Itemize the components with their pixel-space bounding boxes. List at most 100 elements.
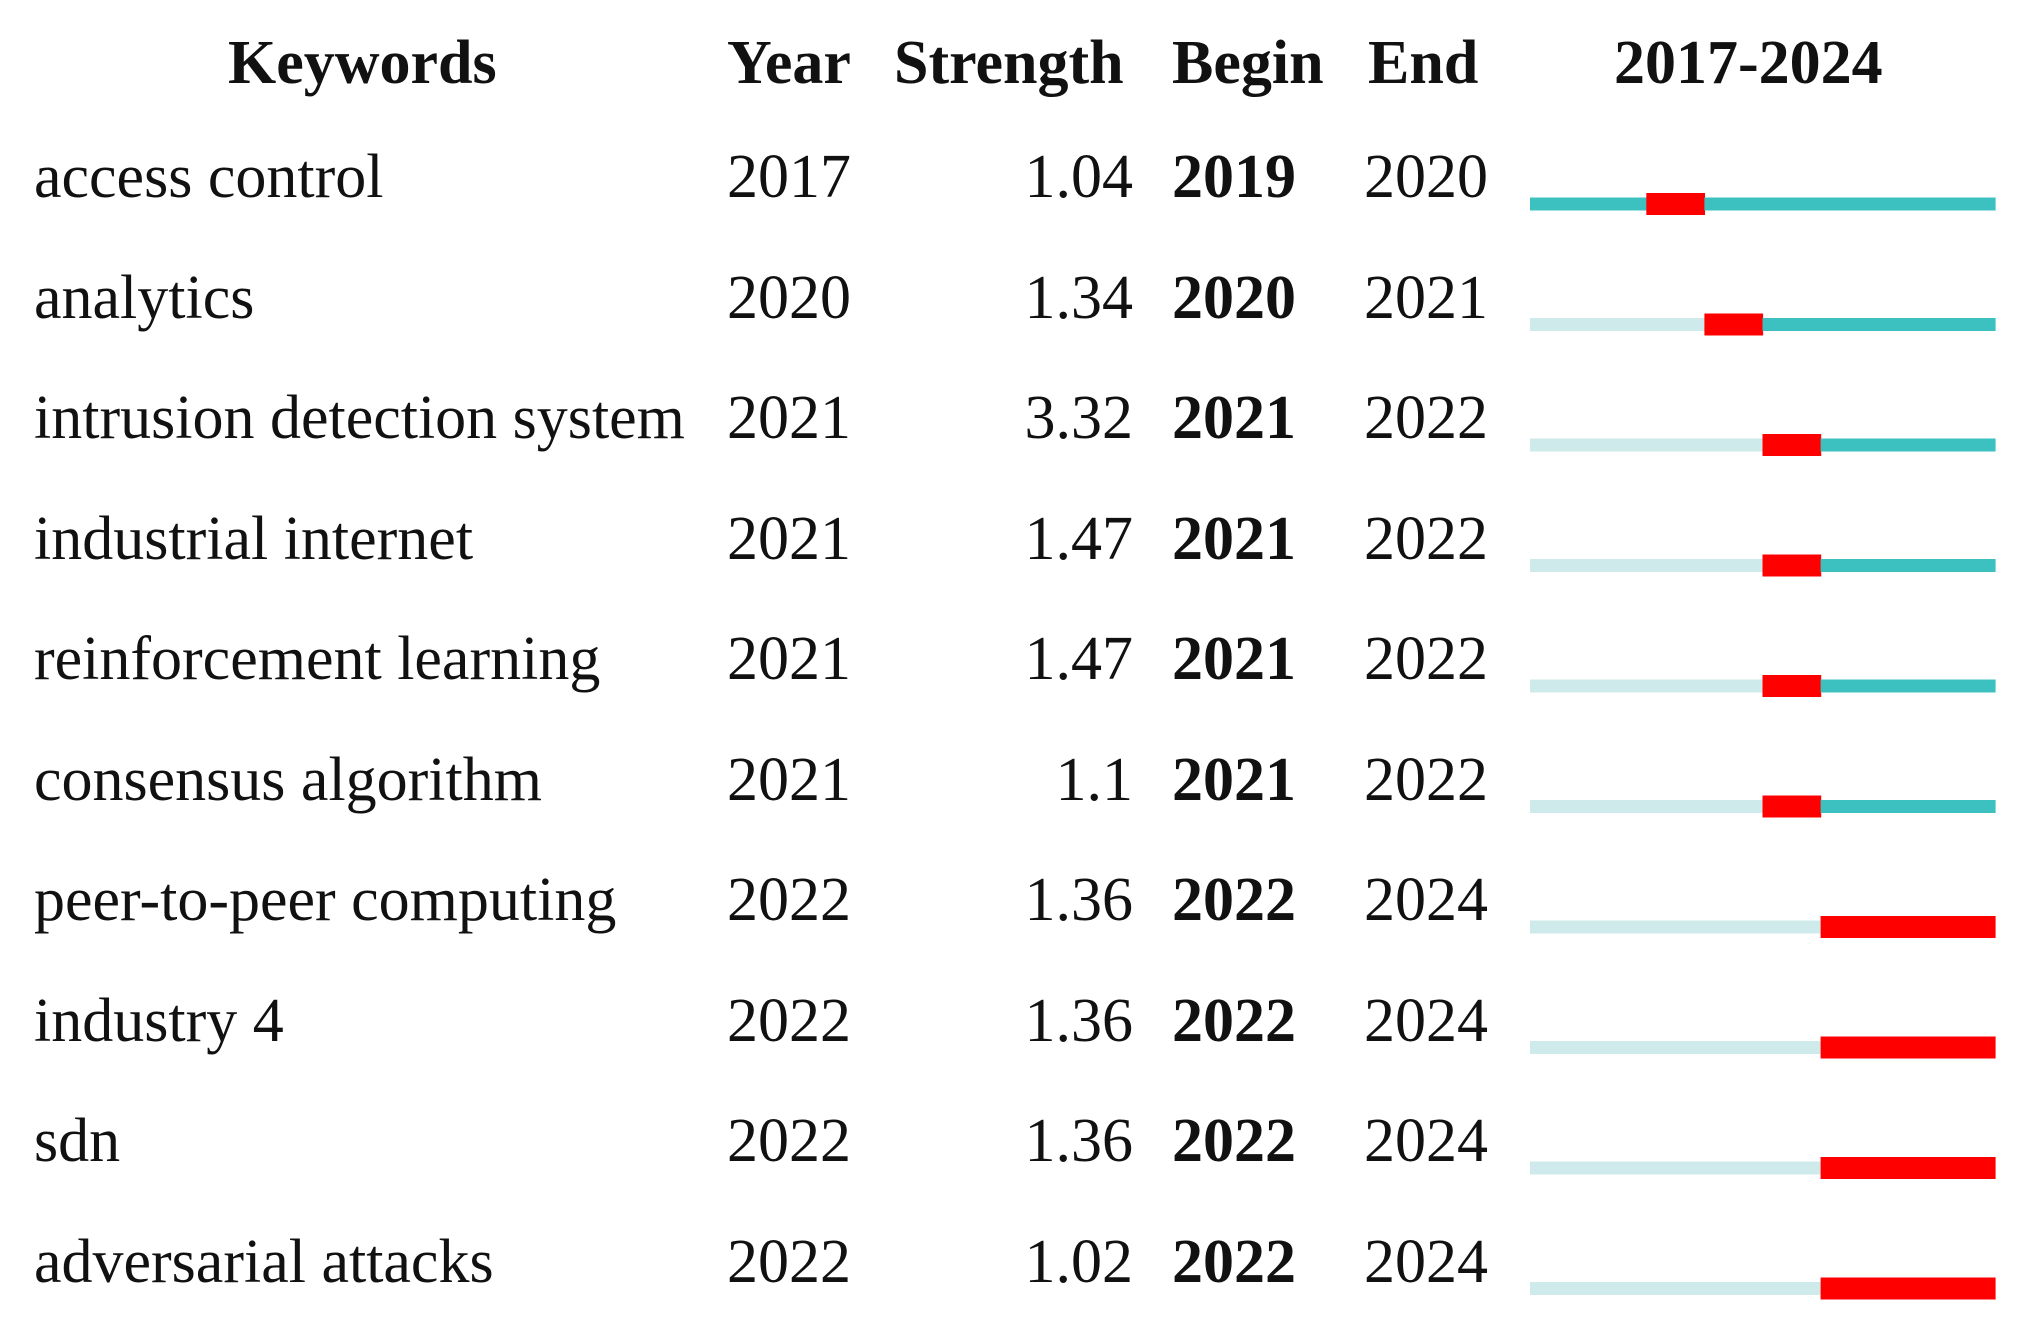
- active-segment: [1936, 800, 1996, 813]
- burst-segment: [1820, 916, 1880, 938]
- inactive-segment: [1704, 920, 1764, 934]
- inactive-segment: [1646, 679, 1705, 693]
- active-segment: [1820, 679, 1880, 693]
- strength-cell: 1.02: [1024, 1227, 1134, 1296]
- active-segment: [1936, 197, 1996, 211]
- begin-cell: 2021: [1172, 504, 1296, 573]
- strength-cell: 1.34: [1024, 263, 1134, 332]
- year-cell: 2022: [727, 866, 851, 934]
- keyword-cell: sdn: [34, 1107, 121, 1175]
- active-segment: [1936, 679, 1996, 693]
- inactive-segment: [1588, 1161, 1647, 1175]
- burst-segment: [1646, 193, 1705, 215]
- begin-cell: 2021: [1172, 625, 1296, 693]
- year-cell: 2017: [727, 143, 851, 211]
- keyword-cell: analytics: [34, 263, 255, 332]
- begin-cell: 2021: [1172, 384, 1296, 452]
- year-cell: 2021: [727, 504, 851, 573]
- active-segment: [1878, 197, 1938, 211]
- inactive-segment: [1646, 800, 1705, 813]
- inactive-segment: [1530, 1161, 1589, 1175]
- active-segment: [1762, 197, 1822, 211]
- inactive-segment: [1762, 1282, 1822, 1295]
- end-cell: 2022: [1364, 384, 1488, 452]
- active-segment: [1936, 438, 1996, 452]
- header-end: End: [1368, 29, 1479, 97]
- keyword-cell: reinforcement learning: [34, 625, 601, 693]
- inactive-segment: [1530, 318, 1589, 331]
- active-segment: [1878, 679, 1938, 693]
- keyword-cell: industry 4: [34, 986, 284, 1055]
- keyword-cell: consensus algorithm: [34, 745, 542, 814]
- strength-cell: 3.32: [1024, 384, 1134, 452]
- header-keywords: Keywords: [228, 29, 497, 97]
- end-cell: 2022: [1364, 625, 1488, 693]
- burst-segment: [1936, 1157, 1996, 1179]
- inactive-segment: [1646, 318, 1705, 331]
- inactive-segment: [1704, 1161, 1764, 1175]
- inactive-segment: [1530, 800, 1589, 813]
- burst-segment: [1878, 1157, 1938, 1179]
- end-cell: 2024: [1364, 986, 1488, 1055]
- inactive-segment: [1704, 438, 1764, 452]
- begin-cell: 2019: [1172, 143, 1296, 211]
- begin-cell: 2020: [1172, 263, 1296, 332]
- inactive-segment: [1646, 1161, 1705, 1175]
- header-begin: Begin: [1172, 29, 1324, 97]
- inactive-segment: [1646, 438, 1705, 452]
- inactive-segment: [1588, 318, 1647, 331]
- burst-segment: [1820, 1277, 1880, 1300]
- year-cell: 2022: [727, 1107, 851, 1175]
- begin-cell: 2022: [1172, 866, 1296, 934]
- keyword-cell: access control: [34, 143, 384, 211]
- inactive-segment: [1646, 920, 1705, 934]
- active-segment: [1820, 318, 1880, 331]
- begin-cell: 2021: [1172, 745, 1296, 814]
- inactive-segment: [1588, 800, 1647, 813]
- active-segment: [1878, 800, 1938, 813]
- inactive-segment: [1704, 679, 1764, 693]
- burst-segment: [1762, 795, 1822, 818]
- inactive-segment: [1646, 1282, 1705, 1295]
- active-segment: [1820, 197, 1880, 211]
- active-segment: [1878, 318, 1938, 331]
- burst-segment: [1820, 1157, 1880, 1179]
- inactive-segment: [1762, 1041, 1822, 1054]
- end-cell: 2024: [1364, 1107, 1488, 1175]
- burst-segment: [1762, 434, 1822, 456]
- strength-cell: 1.47: [1024, 504, 1134, 573]
- year-cell: 2022: [727, 1227, 851, 1296]
- burst-segment: [1878, 916, 1938, 938]
- active-segment: [1878, 438, 1938, 452]
- burst-segment: [1762, 675, 1822, 697]
- strength-cell: 1.36: [1024, 1107, 1134, 1175]
- burst-segment: [1936, 1277, 1996, 1300]
- keyword-cell: peer-to-peer computing: [34, 866, 617, 934]
- begin-cell: 2022: [1172, 1107, 1296, 1175]
- active-segment: [1704, 197, 1764, 211]
- inactive-segment: [1762, 1161, 1822, 1175]
- inactive-segment: [1646, 559, 1705, 572]
- inactive-segment: [1588, 1041, 1647, 1054]
- inactive-segment: [1530, 1282, 1589, 1295]
- burst-segment: [1704, 313, 1764, 336]
- inactive-segment: [1704, 1282, 1764, 1295]
- inactive-segment: [1704, 1041, 1764, 1054]
- keyword-cell: industrial internet: [34, 504, 474, 573]
- active-segment: [1878, 559, 1938, 572]
- inactive-segment: [1530, 920, 1589, 934]
- begin-cell: 2022: [1172, 1227, 1296, 1296]
- burst-segment: [1762, 554, 1822, 577]
- end-cell: 2024: [1364, 1227, 1488, 1296]
- burst-segment: [1878, 1036, 1938, 1059]
- strength-cell: 1.1: [1055, 745, 1134, 814]
- burst-segment: [1820, 1036, 1880, 1059]
- year-cell: 2021: [727, 745, 851, 814]
- inactive-segment: [1588, 679, 1647, 693]
- active-segment: [1936, 559, 1996, 572]
- strength-cell: 1.47: [1024, 625, 1134, 693]
- active-segment: [1820, 559, 1880, 572]
- inactive-segment: [1530, 1041, 1589, 1054]
